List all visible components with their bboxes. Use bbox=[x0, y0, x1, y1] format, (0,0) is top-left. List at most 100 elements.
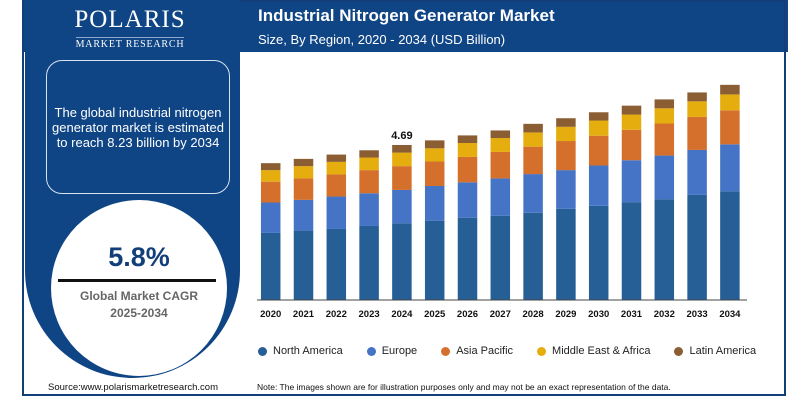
bar-2031-europe bbox=[621, 160, 642, 203]
x-tick-label: 2029 bbox=[555, 309, 576, 320]
bar-2024-asia-pacific bbox=[392, 166, 412, 190]
bar-2025-europe bbox=[424, 185, 445, 221]
bar-2021-middle-east-africa bbox=[293, 166, 314, 179]
bar-2022-middle-east-africa bbox=[326, 161, 347, 175]
legend-swatch bbox=[258, 346, 267, 356]
x-tick-label: 2030 bbox=[588, 309, 609, 320]
bar-2021-north-america bbox=[293, 230, 314, 300]
legend-label: Middle East & Africa bbox=[552, 345, 651, 357]
bar-2030-europe bbox=[588, 165, 609, 206]
bar-2025-latin-america bbox=[424, 140, 445, 149]
bar-2028-middle-east-africa bbox=[523, 132, 543, 147]
bar-2022-north-america bbox=[326, 228, 347, 300]
frame bbox=[22, 0, 786, 396]
bar-2021-asia-pacific bbox=[293, 178, 314, 200]
bar-2027-asia-pacific bbox=[490, 151, 511, 179]
source-text: Source:www.polarismarketresearch.com bbox=[48, 382, 219, 393]
legend-item: Europe bbox=[366, 345, 417, 357]
legend-item: North America bbox=[258, 345, 343, 357]
bar-2030-north-america bbox=[588, 205, 609, 300]
x-tick-label: 2026 bbox=[457, 309, 478, 320]
bar-2024-europe bbox=[392, 189, 412, 224]
info-text: The global industrial nitrogen generator… bbox=[52, 104, 224, 150]
bar-2033-north-america bbox=[687, 194, 707, 300]
legend-swatch bbox=[674, 346, 684, 356]
note-text: Note: The images shown are for illustrat… bbox=[257, 382, 671, 392]
bar-2020-europe bbox=[260, 202, 281, 233]
legend-swatch bbox=[441, 346, 451, 356]
logo-tagline: MARKET RESEARCH bbox=[75, 37, 185, 50]
legend-label: North America bbox=[273, 345, 343, 357]
bar-2022-europe bbox=[326, 196, 347, 229]
bar-2026-north-america bbox=[457, 217, 478, 300]
bar-2026-asia-pacific bbox=[457, 156, 478, 183]
bar-2031-latin-america bbox=[621, 105, 642, 115]
bar-2021-latin-america bbox=[293, 158, 314, 167]
bar-2023-latin-america bbox=[359, 150, 379, 158]
chart-title: Industrial Nitrogen Generator Market bbox=[258, 6, 555, 25]
bar-2029-north-america bbox=[556, 208, 576, 300]
bar-2023-north-america bbox=[359, 225, 379, 300]
bar-2026-latin-america bbox=[457, 135, 478, 144]
bar-2020-middle-east-africa bbox=[260, 170, 281, 182]
bar-2033-asia-pacific bbox=[687, 116, 707, 150]
x-tick-label: 2022 bbox=[326, 309, 347, 320]
bar-2024-north-america bbox=[392, 223, 412, 300]
bar-2020-latin-america bbox=[260, 163, 281, 171]
bar-2029-europe bbox=[556, 170, 576, 209]
cagr-period: 2025-2034 bbox=[110, 306, 168, 320]
bar-2021-europe bbox=[293, 199, 314, 231]
bar-2030-asia-pacific bbox=[588, 135, 609, 166]
bar-2031-asia-pacific bbox=[621, 129, 642, 161]
bar-2025-asia-pacific bbox=[424, 161, 445, 186]
bar-2032-asia-pacific bbox=[654, 123, 675, 156]
bar-2027-middle-east-africa bbox=[490, 138, 511, 152]
legend-label: Asia Pacific bbox=[456, 345, 514, 357]
bar-2028-asia-pacific bbox=[523, 146, 543, 175]
logo-name: POLARIS bbox=[74, 6, 186, 33]
bar-2030-middle-east-africa bbox=[588, 120, 609, 136]
cagr-label-block: Global Market CAGR 2025-2034 bbox=[51, 288, 227, 322]
bar-2032-latin-america bbox=[654, 99, 675, 109]
bar-2026-europe bbox=[457, 182, 478, 218]
bar-2020-north-america bbox=[260, 232, 281, 300]
bar-2034-europe bbox=[720, 144, 740, 192]
bar-2033-middle-east-africa bbox=[687, 101, 707, 117]
bar-2029-asia-pacific bbox=[556, 141, 576, 171]
bar-2034-north-america bbox=[720, 191, 740, 300]
bar-2028-latin-america bbox=[523, 123, 543, 133]
bar-2024-latin-america bbox=[392, 144, 412, 153]
data-label-2024: 4.69 bbox=[391, 130, 412, 142]
legend-label: Latin America bbox=[689, 345, 757, 357]
chart-subtitle: Size, By Region, 2020 - 2034 (USD Billio… bbox=[258, 32, 506, 47]
cagr-divider bbox=[58, 279, 216, 282]
x-tick-label: 2024 bbox=[391, 309, 413, 320]
bar-2022-asia-pacific bbox=[326, 174, 347, 197]
legend: North America Europe Asia Pacific Middle Ea… bbox=[258, 345, 780, 357]
bar-2027-north-america bbox=[490, 215, 511, 300]
bar-2033-europe bbox=[687, 149, 707, 195]
x-tick-label: 2025 bbox=[424, 309, 446, 320]
legend-item: Asia Pacific bbox=[441, 345, 513, 357]
bar-2027-europe bbox=[490, 178, 511, 216]
bar-2028-europe bbox=[523, 174, 543, 213]
bar-2029-middle-east-africa bbox=[556, 126, 576, 142]
legend-swatch bbox=[537, 346, 547, 356]
bar-2025-middle-east-africa bbox=[424, 148, 445, 162]
bar-2031-north-america bbox=[621, 202, 642, 300]
cagr-label: Global Market CAGR bbox=[79, 289, 199, 303]
x-tick-label: 2034 bbox=[719, 309, 741, 320]
x-tick-label: 2028 bbox=[523, 309, 544, 320]
legend-item: Middle East & Africa bbox=[537, 345, 650, 357]
bar-2024-middle-east-africa bbox=[392, 152, 412, 167]
bar-2032-north-america bbox=[654, 199, 675, 300]
bar-2034-asia-pacific bbox=[720, 110, 740, 145]
x-tick-label: 2021 bbox=[293, 309, 315, 320]
x-tick-label: 2023 bbox=[359, 309, 380, 320]
x-tick-label: 2032 bbox=[654, 309, 675, 320]
bar-2034-latin-america bbox=[720, 84, 740, 95]
bar-2023-europe bbox=[359, 193, 379, 226]
bar-2032-europe bbox=[654, 155, 675, 200]
